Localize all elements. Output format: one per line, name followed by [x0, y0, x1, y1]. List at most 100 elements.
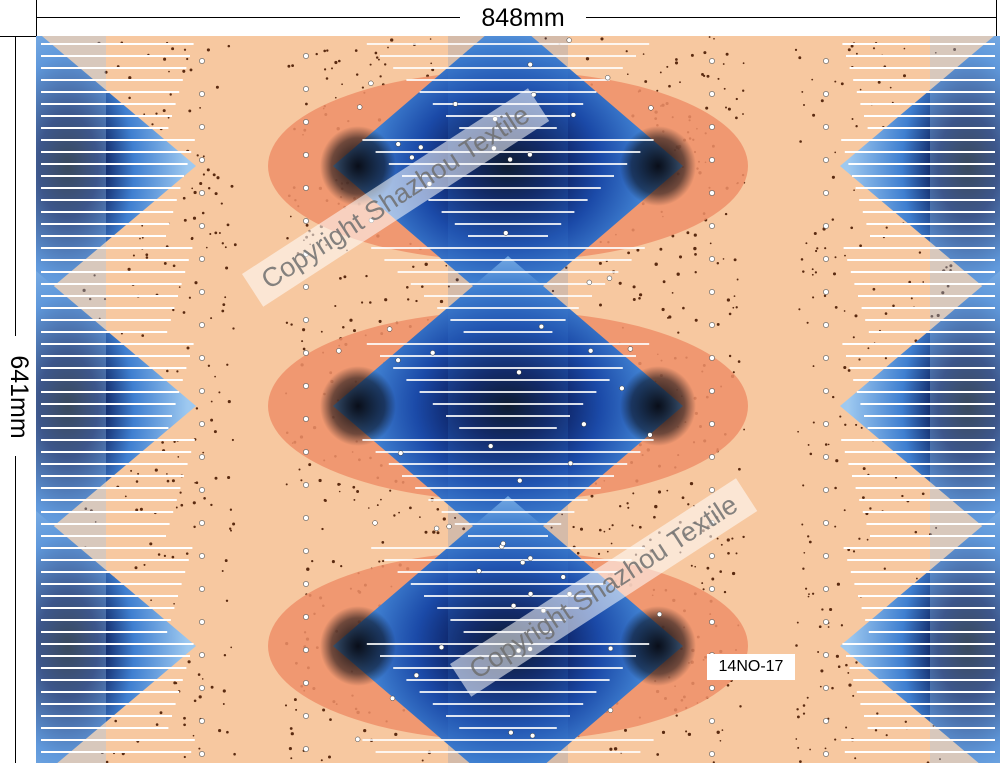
- speckle-dot: [936, 313, 940, 318]
- speckle-dot: [709, 242, 712, 245]
- speckle-dot: [289, 727, 293, 730]
- speckle-dot: [225, 266, 229, 270]
- white-dot: [395, 141, 401, 147]
- speckle-dot: [202, 155, 205, 158]
- speckle-dot: [331, 67, 333, 70]
- white-dot: [199, 289, 205, 295]
- speckle-dot: [910, 297, 913, 300]
- speckle-dot: [189, 68, 193, 72]
- speckle-dot: [717, 77, 720, 80]
- speckle-dot: [693, 246, 697, 251]
- white-dot: [709, 58, 715, 64]
- speckle-dot: [834, 525, 837, 528]
- speckle-dot: [325, 77, 329, 80]
- speckle-dot: [742, 89, 745, 92]
- speckle-dot: [226, 730, 229, 734]
- speckle-dot: [195, 481, 199, 484]
- speckle-dot: [885, 734, 888, 737]
- speckle-dot: [731, 571, 736, 576]
- white-dot: [303, 185, 309, 191]
- speckle-dot: [739, 705, 742, 708]
- speckle-dot: [811, 268, 814, 271]
- white-dot: [199, 58, 205, 64]
- white-dot: [607, 645, 614, 652]
- speckle-dot: [836, 582, 841, 586]
- height-dimension: 641mm: [0, 36, 36, 763]
- speckle-dot: [694, 271, 697, 274]
- white-dot: [488, 443, 494, 449]
- speckle-dot: [324, 499, 327, 502]
- speckle-dot: [733, 295, 736, 297]
- speckle-dot: [843, 310, 846, 312]
- speckle-dot: [430, 62, 433, 65]
- speckle-dot: [859, 88, 862, 91]
- white-dot: [709, 289, 715, 295]
- speckle-dot: [840, 624, 844, 627]
- speckle-dot: [290, 732, 294, 736]
- speckle-dot: [800, 258, 804, 261]
- white-dot: [709, 190, 715, 196]
- speckle-dot: [949, 269, 952, 272]
- speckle-dot: [127, 267, 131, 271]
- speckle-dot: [93, 274, 96, 277]
- speckle-dot: [644, 80, 648, 83]
- speckle-dot: [182, 311, 186, 314]
- white-dot: [199, 751, 205, 757]
- speckle-dot: [795, 644, 798, 647]
- speckle-dot: [221, 570, 224, 572]
- white-dot: [303, 647, 309, 653]
- speckle-dot: [797, 746, 800, 749]
- speckle-dot: [285, 321, 289, 324]
- speckle-dot: [867, 347, 870, 350]
- speckle-dot: [693, 233, 697, 237]
- speckle-dot: [454, 516, 457, 519]
- speckle-dot: [203, 497, 206, 500]
- speckle-dot: [342, 325, 345, 329]
- speckle-dot: [666, 489, 669, 492]
- speckle-dot: [852, 550, 856, 553]
- speckle-dot: [820, 99, 824, 103]
- speckle-dot: [832, 272, 837, 276]
- speckle-dot: [802, 484, 805, 487]
- white-dot: [507, 156, 513, 163]
- speckle-dot: [572, 525, 575, 529]
- speckle-dot: [883, 567, 886, 570]
- width-dimension-line-left: [36, 17, 460, 18]
- speckle-dot: [178, 286, 181, 288]
- speckle-dot: [941, 291, 945, 295]
- speckle-dot: [824, 443, 828, 446]
- speckle-dot: [172, 308, 175, 312]
- speckle-dot: [289, 215, 292, 218]
- speckle-dot: [743, 428, 746, 431]
- white-dot: [823, 190, 829, 196]
- speckle-dot: [339, 277, 342, 280]
- speckle-dot: [439, 299, 444, 304]
- speckle-dot: [365, 274, 368, 278]
- speckle-dot: [323, 68, 327, 71]
- white-dot: [199, 553, 205, 559]
- speckle-dot: [719, 570, 722, 573]
- speckle-dot: [232, 522, 236, 526]
- speckle-dot: [726, 298, 731, 302]
- speckle-dot: [206, 48, 210, 52]
- speckle-dot: [230, 646, 233, 649]
- speckle-dot: [723, 590, 727, 594]
- speckle-dot: [618, 281, 622, 285]
- speckle-dot: [233, 243, 237, 247]
- speckle-dot: [834, 486, 837, 490]
- speckle-dot: [675, 714, 678, 717]
- speckle-dot: [176, 370, 179, 373]
- white-dot: [709, 124, 715, 130]
- speckle-dot: [642, 53, 645, 55]
- speckle-dot: [376, 504, 379, 507]
- speckle-dot: [193, 525, 196, 529]
- speckle-dot: [638, 525, 642, 529]
- speckle-dot: [829, 607, 833, 612]
- speckle-dot: [201, 211, 205, 215]
- speckle-dot: [207, 187, 211, 190]
- speckle-dot: [735, 552, 738, 555]
- speckle-dot: [229, 527, 232, 530]
- speckle-dot: [798, 56, 802, 60]
- speckle-dot: [436, 507, 440, 511]
- speckle-dot: [161, 441, 164, 444]
